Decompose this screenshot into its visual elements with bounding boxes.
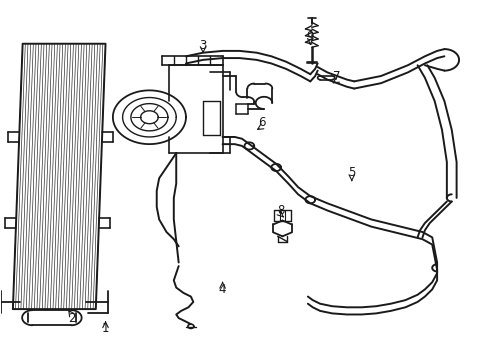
Text: 3: 3 xyxy=(199,39,206,52)
Text: 1: 1 xyxy=(102,322,109,335)
Text: 4: 4 xyxy=(218,283,226,296)
Text: 6: 6 xyxy=(257,116,265,129)
Text: 7: 7 xyxy=(333,69,340,82)
Text: 2: 2 xyxy=(67,311,75,325)
Text: 8: 8 xyxy=(277,204,284,217)
Text: 5: 5 xyxy=(347,166,355,179)
Text: 9: 9 xyxy=(306,30,313,43)
